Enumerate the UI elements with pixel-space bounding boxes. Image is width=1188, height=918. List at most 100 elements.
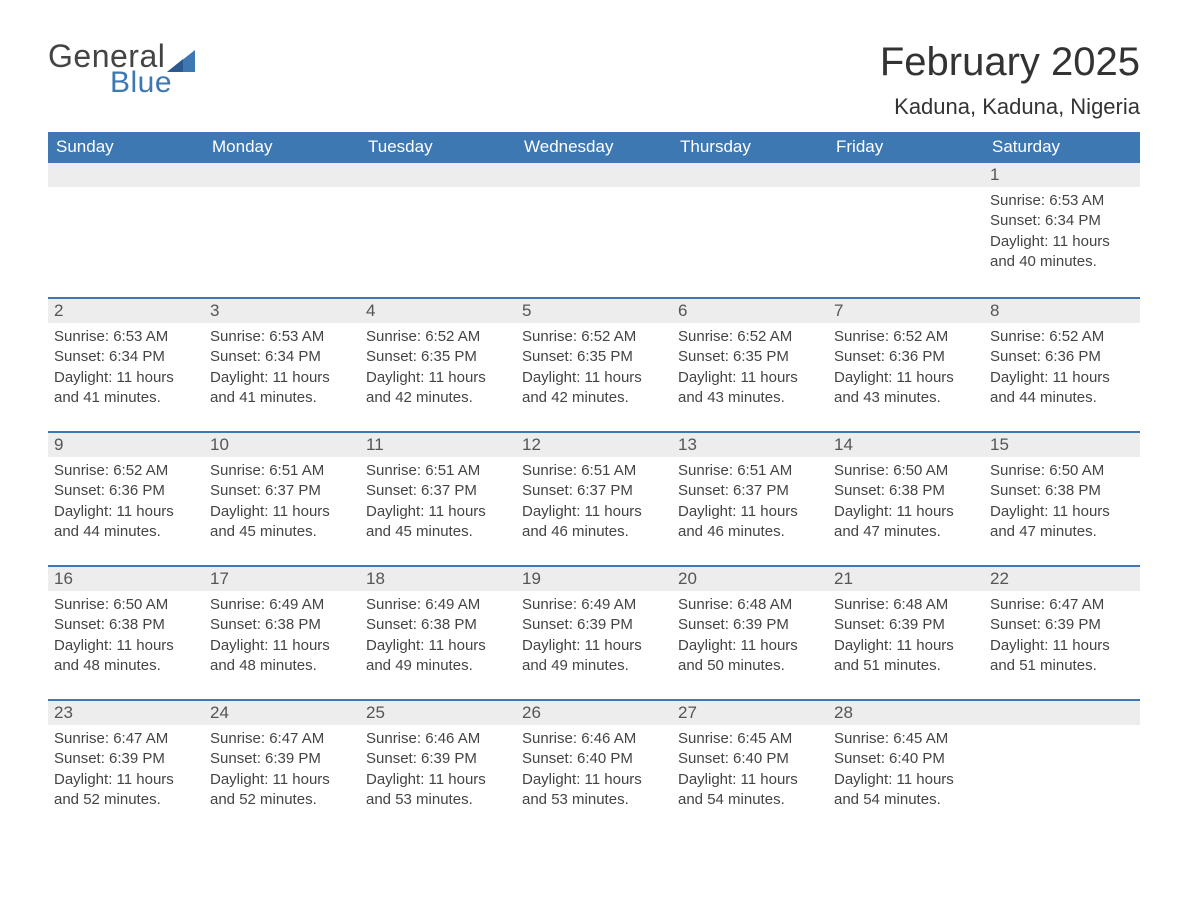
daylight-label: Daylight: 11 hours and 45 minutes. (210, 502, 354, 543)
daylight-label: Daylight: 11 hours and 54 minutes. (678, 770, 822, 811)
sunset-label: Sunset: 6:35 PM (366, 347, 510, 367)
day-number: 5 (516, 297, 672, 323)
title-block: February 2025 Kaduna, Kaduna, Nigeria (880, 40, 1140, 120)
weekday-header: Friday (828, 132, 984, 163)
calendar-cell: 7Sunrise: 6:52 AMSunset: 6:36 PMDaylight… (828, 297, 984, 431)
weekday-header: Sunday (48, 132, 204, 163)
calendar-week-row: 2Sunrise: 6:53 AMSunset: 6:34 PMDaylight… (48, 297, 1140, 431)
sunrise-label: Sunrise: 6:45 AM (678, 729, 822, 749)
sunrise-label: Sunrise: 6:53 AM (54, 327, 198, 347)
sunset-label: Sunset: 6:34 PM (54, 347, 198, 367)
sunrise-label: Sunrise: 6:50 AM (54, 595, 198, 615)
day-details: Sunrise: 6:47 AMSunset: 6:39 PMDaylight:… (48, 725, 204, 816)
calendar-cell: 28Sunrise: 6:45 AMSunset: 6:40 PMDayligh… (828, 699, 984, 833)
calendar-cell: 24Sunrise: 6:47 AMSunset: 6:39 PMDayligh… (204, 699, 360, 833)
day-number: 13 (672, 431, 828, 457)
sunset-label: Sunset: 6:37 PM (522, 481, 666, 501)
day-number: 23 (48, 699, 204, 725)
day-details: Sunrise: 6:51 AMSunset: 6:37 PMDaylight:… (204, 457, 360, 548)
calendar-cell: 15Sunrise: 6:50 AMSunset: 6:38 PMDayligh… (984, 431, 1140, 565)
day-number: 6 (672, 297, 828, 323)
sunset-label: Sunset: 6:39 PM (522, 615, 666, 635)
day-number: 4 (360, 297, 516, 323)
day-details: Sunrise: 6:45 AMSunset: 6:40 PMDaylight:… (828, 725, 984, 816)
day-number (984, 699, 1140, 725)
daylight-label: Daylight: 11 hours and 40 minutes. (990, 232, 1134, 273)
day-number: 9 (48, 431, 204, 457)
sunrise-label: Sunrise: 6:47 AM (990, 595, 1134, 615)
daylight-label: Daylight: 11 hours and 47 minutes. (990, 502, 1134, 543)
day-details: Sunrise: 6:50 AMSunset: 6:38 PMDaylight:… (828, 457, 984, 548)
calendar-cell: 10Sunrise: 6:51 AMSunset: 6:37 PMDayligh… (204, 431, 360, 565)
daylight-label: Daylight: 11 hours and 49 minutes. (366, 636, 510, 677)
day-details: Sunrise: 6:52 AMSunset: 6:36 PMDaylight:… (48, 457, 204, 548)
daylight-label: Daylight: 11 hours and 48 minutes. (54, 636, 198, 677)
sunrise-label: Sunrise: 6:49 AM (522, 595, 666, 615)
sunset-label: Sunset: 6:40 PM (834, 749, 978, 769)
sunset-label: Sunset: 6:34 PM (990, 211, 1134, 231)
sunset-label: Sunset: 6:39 PM (366, 749, 510, 769)
day-number: 18 (360, 565, 516, 591)
day-details: Sunrise: 6:53 AMSunset: 6:34 PMDaylight:… (48, 323, 204, 414)
daylight-label: Daylight: 11 hours and 42 minutes. (522, 368, 666, 409)
day-number: 7 (828, 297, 984, 323)
daylight-label: Daylight: 11 hours and 47 minutes. (834, 502, 978, 543)
weekday-header: Tuesday (360, 132, 516, 163)
calendar-week-row: 9Sunrise: 6:52 AMSunset: 6:36 PMDaylight… (48, 431, 1140, 565)
day-number (204, 163, 360, 187)
weekday-header: Thursday (672, 132, 828, 163)
day-number: 2 (48, 297, 204, 323)
sunrise-label: Sunrise: 6:46 AM (366, 729, 510, 749)
sunrise-label: Sunrise: 6:52 AM (366, 327, 510, 347)
day-number: 25 (360, 699, 516, 725)
day-number: 24 (204, 699, 360, 725)
sunset-label: Sunset: 6:36 PM (54, 481, 198, 501)
day-details (516, 187, 672, 197)
day-details: Sunrise: 6:53 AMSunset: 6:34 PMDaylight:… (204, 323, 360, 414)
calendar-cell: 26Sunrise: 6:46 AMSunset: 6:40 PMDayligh… (516, 699, 672, 833)
day-details: Sunrise: 6:49 AMSunset: 6:38 PMDaylight:… (360, 591, 516, 682)
calendar-page: General Blue February 2025 Kaduna, Kadun… (0, 0, 1188, 893)
sunrise-label: Sunrise: 6:53 AM (210, 327, 354, 347)
calendar-cell: 13Sunrise: 6:51 AMSunset: 6:37 PMDayligh… (672, 431, 828, 565)
day-details: Sunrise: 6:46 AMSunset: 6:40 PMDaylight:… (516, 725, 672, 816)
calendar-cell: 14Sunrise: 6:50 AMSunset: 6:38 PMDayligh… (828, 431, 984, 565)
calendar-cell: 25Sunrise: 6:46 AMSunset: 6:39 PMDayligh… (360, 699, 516, 833)
daylight-label: Daylight: 11 hours and 45 minutes. (366, 502, 510, 543)
day-number (360, 163, 516, 187)
daylight-label: Daylight: 11 hours and 51 minutes. (990, 636, 1134, 677)
day-number (48, 163, 204, 187)
day-details: Sunrise: 6:49 AMSunset: 6:38 PMDaylight:… (204, 591, 360, 682)
day-details: Sunrise: 6:48 AMSunset: 6:39 PMDaylight:… (672, 591, 828, 682)
calendar-week-row: 1Sunrise: 6:53 AMSunset: 6:34 PMDaylight… (48, 163, 1140, 297)
day-details (204, 187, 360, 197)
day-details: Sunrise: 6:52 AMSunset: 6:35 PMDaylight:… (672, 323, 828, 414)
day-details (360, 187, 516, 197)
sunrise-label: Sunrise: 6:51 AM (210, 461, 354, 481)
day-number: 14 (828, 431, 984, 457)
daylight-label: Daylight: 11 hours and 44 minutes. (54, 502, 198, 543)
calendar-cell: 16Sunrise: 6:50 AMSunset: 6:38 PMDayligh… (48, 565, 204, 699)
calendar-cell: 18Sunrise: 6:49 AMSunset: 6:38 PMDayligh… (360, 565, 516, 699)
calendar-week-row: 23Sunrise: 6:47 AMSunset: 6:39 PMDayligh… (48, 699, 1140, 833)
calendar-table: SundayMondayTuesdayWednesdayThursdayFrid… (48, 132, 1140, 833)
daylight-label: Daylight: 11 hours and 49 minutes. (522, 636, 666, 677)
daylight-label: Daylight: 11 hours and 42 minutes. (366, 368, 510, 409)
calendar-cell: 5Sunrise: 6:52 AMSunset: 6:35 PMDaylight… (516, 297, 672, 431)
day-details: Sunrise: 6:46 AMSunset: 6:39 PMDaylight:… (360, 725, 516, 816)
day-details (828, 187, 984, 197)
calendar-cell-empty (984, 699, 1140, 833)
sunrise-label: Sunrise: 6:52 AM (522, 327, 666, 347)
sunset-label: Sunset: 6:40 PM (522, 749, 666, 769)
calendar-cell-empty (672, 163, 828, 297)
day-details: Sunrise: 6:52 AMSunset: 6:35 PMDaylight:… (360, 323, 516, 414)
sunrise-label: Sunrise: 6:49 AM (366, 595, 510, 615)
page-header: General Blue February 2025 Kaduna, Kadun… (48, 40, 1140, 120)
day-details: Sunrise: 6:50 AMSunset: 6:38 PMDaylight:… (48, 591, 204, 682)
sunrise-label: Sunrise: 6:51 AM (366, 461, 510, 481)
calendar-cell: 9Sunrise: 6:52 AMSunset: 6:36 PMDaylight… (48, 431, 204, 565)
sunrise-label: Sunrise: 6:52 AM (678, 327, 822, 347)
sunset-label: Sunset: 6:36 PM (990, 347, 1134, 367)
day-details: Sunrise: 6:50 AMSunset: 6:38 PMDaylight:… (984, 457, 1140, 548)
sunrise-label: Sunrise: 6:47 AM (54, 729, 198, 749)
